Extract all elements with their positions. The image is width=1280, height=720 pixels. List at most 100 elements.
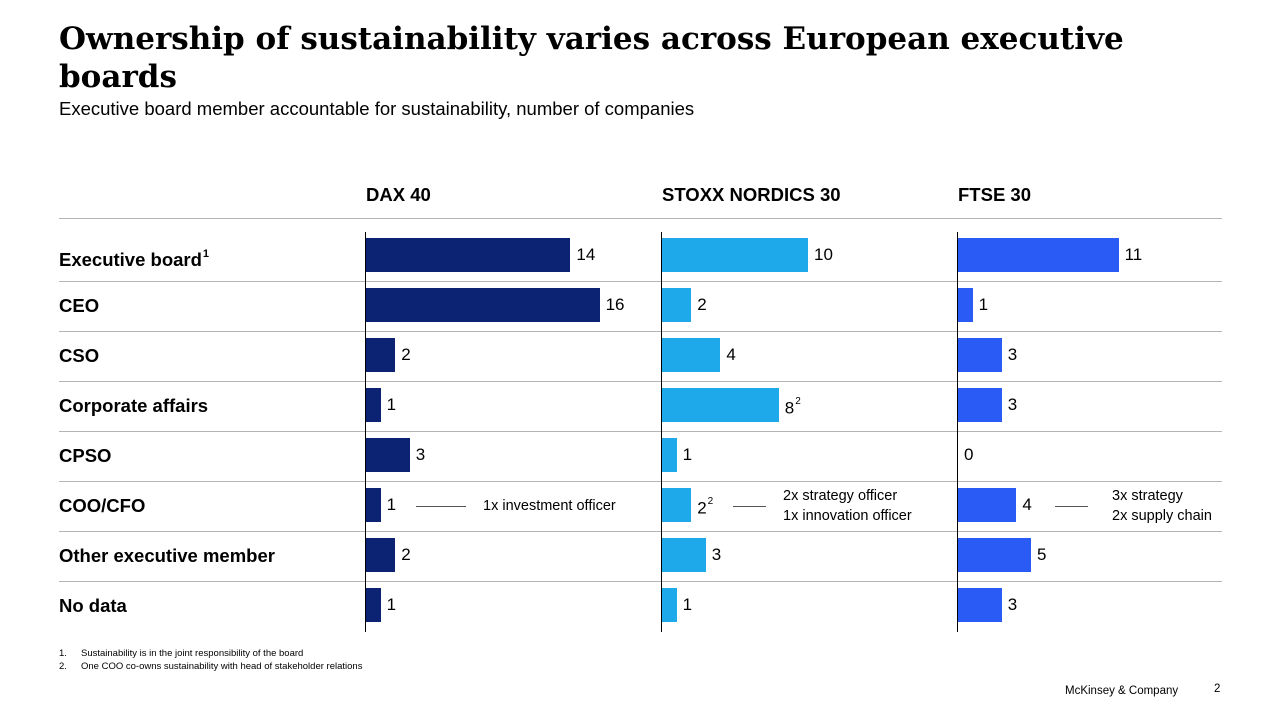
axis-line-stoxx-nordics-30 [661, 232, 662, 632]
annotation-dax-40: 1x investment officer [483, 496, 616, 516]
row-label-no-data: No data [59, 595, 127, 617]
panel-title-dax-40: DAX 40 [366, 184, 431, 205]
row-divider [59, 431, 1222, 432]
bar-dax-40-ceo [366, 288, 600, 322]
value-text: 3 [1007, 345, 1018, 364]
footnote-number: 2. [59, 660, 67, 672]
value-text: 0 [964, 445, 974, 464]
bar-ftse-30-coo-cfo [958, 488, 1017, 522]
bar-ftse-30-ceo [958, 288, 973, 322]
value-label: 82 [785, 395, 801, 419]
row-label-text: Corporate affairs [59, 395, 209, 416]
value-text: 1 [386, 395, 397, 414]
value-label: 4 [1022, 495, 1031, 515]
value-label: 3 [1008, 395, 1017, 415]
row-label-text: CEO [59, 295, 100, 316]
row-label-corporate-affairs: Corporate affairs [59, 395, 208, 417]
bar-ftse-30-corporate-affairs [958, 388, 1002, 422]
bar-dax-40-corporate-affairs [366, 388, 381, 422]
bar-dax-40-executive-board [366, 238, 571, 272]
annotation-line: 3x strategy [1112, 488, 1183, 504]
value-label: 11 [1125, 245, 1143, 265]
bar-ftse-30-other-executive-member [958, 538, 1031, 572]
bar-stoxx-nordics-30-no-data [662, 588, 677, 622]
page-title: Ownership of sustainability varies acros… [59, 21, 1124, 95]
value-label: 14 [576, 245, 595, 265]
bar-dax-40-no-data [366, 588, 381, 622]
value-label: 1 [387, 395, 396, 415]
axis-line-dax-40 [365, 232, 366, 632]
value-text: 10 [814, 245, 833, 264]
row-label-text: COO/CFO [59, 495, 146, 516]
value-label: 4 [726, 345, 735, 365]
annotation-ftse-30: 3x strategy 2x supply chain [1112, 486, 1212, 526]
value-text: 8 [784, 398, 795, 418]
value-text: 1 [386, 495, 397, 514]
value-text: 2 [401, 545, 411, 564]
row-label-text: Executive board [59, 249, 202, 271]
value-text: 11 [1124, 245, 1143, 264]
value-label: 3 [712, 545, 721, 565]
footnote-marker: 2 [707, 496, 714, 507]
axis-line-ftse-30 [957, 232, 958, 632]
value-text: 5 [1037, 545, 1047, 564]
row-label-text: CSO [59, 345, 100, 366]
panel-title-ftse-30: FTSE 30 [958, 184, 1031, 205]
value-label: 1 [387, 495, 396, 515]
value-text: 4 [726, 345, 736, 364]
value-text: 3 [1007, 395, 1018, 414]
value-label: 2 [401, 545, 410, 565]
bar-stoxx-nordics-30-ceo [662, 288, 692, 322]
value-text: 2 [697, 295, 707, 314]
row-label-cpso: CPSO [59, 445, 111, 467]
value-label: 3 [1008, 595, 1017, 615]
annotation-line: 1x innovation officer [783, 508, 912, 524]
row-label-coo-cfo: COO/CFO [59, 495, 145, 517]
row-label-cso: CSO [59, 345, 99, 367]
value-label: 3 [416, 445, 425, 465]
footnote-text: One COO co-owns sustainability with head… [81, 660, 363, 672]
bar-dax-40-cpso [366, 438, 410, 472]
row-label-text: Other executive member [59, 545, 275, 566]
footnote: 2. One COO co-owns sustainability with h… [59, 661, 362, 674]
value-text: 2 [697, 498, 707, 518]
row-divider [59, 581, 1222, 582]
brand-name: McKinsey & Company [1065, 685, 1179, 697]
footnote-marker: 2 [795, 396, 801, 407]
annotation-line: 2x supply chain [1112, 508, 1212, 524]
annotation-connector [733, 506, 766, 507]
value-label: 3 [1008, 345, 1017, 365]
footnote-marker: 1 [202, 248, 210, 260]
value-label: 0 [964, 445, 973, 465]
bar-stoxx-nordics-30-corporate-affairs [662, 388, 779, 422]
annotation-stoxx-nordics-30: 2x strategy officer 1x innovation officer [783, 486, 912, 526]
page-subtitle: Executive board member accountable for s… [59, 98, 695, 119]
value-label: 16 [606, 295, 625, 315]
row-divider [59, 281, 1222, 282]
bar-stoxx-nordics-30-cso [662, 338, 721, 372]
value-label: 2 [401, 345, 410, 365]
value-label: 22 [697, 495, 713, 519]
bar-stoxx-nordics-30-cpso [662, 438, 677, 472]
row-divider [59, 531, 1222, 532]
footnote-number: 1. [59, 648, 67, 659]
annotation-connector [416, 506, 466, 507]
value-text: 4 [1022, 495, 1032, 514]
value-text: 14 [576, 245, 596, 264]
value-text: 1 [978, 295, 989, 314]
row-divider [59, 381, 1222, 382]
footnote: 1. Sustainability is in the joint respon… [59, 648, 362, 661]
panel-title-stoxx-nordics-30: STOXX NORDICS 30 [662, 184, 841, 205]
page-number: 2 [1214, 683, 1221, 695]
value-label: 1 [387, 595, 396, 615]
value-text: 3 [415, 445, 426, 464]
bar-ftse-30-executive-board [958, 238, 1119, 272]
row-label-text: No data [59, 595, 127, 616]
row-divider [59, 481, 1222, 482]
value-label: 10 [814, 245, 833, 265]
value-text: 16 [605, 295, 625, 314]
row-label-ceo: CEO [59, 295, 99, 317]
annotation-line: 2x strategy officer [783, 488, 898, 504]
row-label-text: CPSO [59, 445, 112, 466]
value-text: 1 [386, 595, 397, 614]
